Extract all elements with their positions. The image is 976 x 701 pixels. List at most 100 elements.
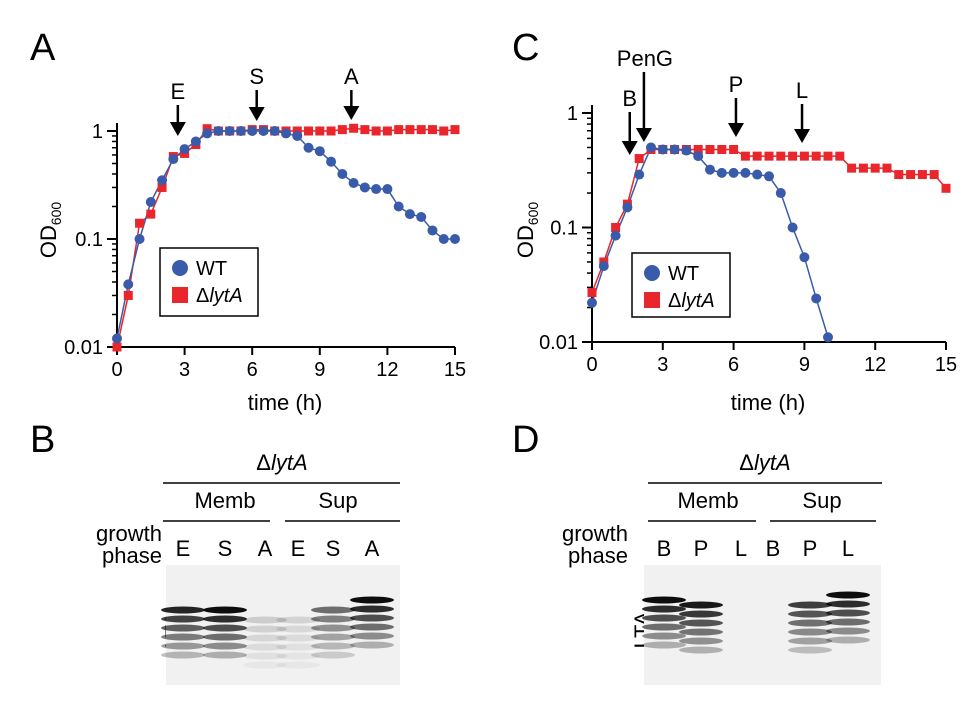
data-point-wt: [371, 184, 382, 195]
data-point-lyta: [835, 151, 845, 161]
x-tick-label: 15: [935, 354, 957, 376]
blot-d-band: [642, 632, 686, 640]
data-point-wt: [382, 184, 393, 195]
x-tick-label: 6: [247, 359, 258, 381]
annotation-arrow-head: [343, 106, 360, 120]
data-point-wt: [823, 332, 833, 343]
blot-b-band: [161, 606, 205, 614]
data-point-wt: [326, 156, 337, 167]
data-point-lyta: [611, 223, 621, 232]
x-tick-label: 12: [376, 359, 398, 381]
blot-b-band: [243, 661, 287, 669]
data-point-lyta: [146, 209, 156, 219]
data-point-wt: [811, 293, 822, 304]
legend-entry: ΔlytA: [668, 290, 715, 312]
data-point-lyta: [906, 170, 916, 180]
annotation-label: E: [170, 79, 185, 104]
chart-c: time (h) OD600 0 3 6 9 12 15 0.01 0.1 1 B PenG P L WT…: [513, 46, 957, 415]
blot-d-band: [679, 610, 723, 618]
data-point-wt: [775, 188, 786, 199]
blot-b-band: [161, 633, 205, 641]
blot-d-lane-label: P: [803, 536, 818, 561]
annotation-arrow-head: [727, 123, 744, 137]
blot-b-band: [243, 652, 287, 660]
blot-b-band: [243, 643, 287, 651]
data-point-wt: [145, 197, 156, 208]
data-point-lyta: [776, 151, 786, 161]
data-point-wt: [693, 151, 704, 162]
blot-b-band: [203, 606, 247, 614]
blot-b-band: [161, 615, 205, 623]
data-point-wt: [416, 211, 427, 222]
data-point-lyta: [847, 163, 857, 173]
x-axis-title-a: time (h): [248, 390, 323, 415]
y-axis-title-a: OD600: [36, 202, 64, 259]
blot-d-lane-label: B: [766, 536, 781, 561]
blot-b-row-label-1: growth: [96, 521, 162, 546]
blot-b-band: [276, 661, 320, 669]
x-tick-label: 0: [111, 359, 122, 381]
data-point-lyta: [337, 125, 347, 135]
x-tick-label: 3: [657, 354, 668, 376]
data-point-lyta: [371, 126, 381, 136]
blot-b-band: [276, 634, 320, 642]
data-point-lyta: [427, 125, 437, 135]
data-point-lyta: [112, 342, 122, 352]
blot-d-band: [679, 646, 723, 654]
blot-b-lane-label: E: [291, 536, 306, 561]
blot-d-lane-label: L: [735, 536, 747, 561]
y-tick-label: 0.1: [75, 229, 103, 251]
y-axis-title-c-main: OD: [513, 225, 538, 258]
legend-entry-gene: lytA: [681, 290, 714, 312]
data-point-lyta: [858, 163, 868, 173]
data-point-lyta: [450, 125, 460, 135]
blot-b-group-memb: Memb: [194, 488, 255, 513]
y-tick-label: 0.01: [539, 332, 578, 354]
data-point-lyta: [811, 151, 821, 161]
data-point-wt: [752, 169, 763, 180]
data-point-wt: [716, 167, 727, 178]
panel-label-c: C: [512, 27, 539, 69]
data-point-lyta: [705, 144, 715, 154]
legend-entry-gene: lytA: [209, 285, 242, 307]
blot-d-band: [642, 623, 686, 631]
data-point-wt: [610, 230, 621, 241]
data-point-wt: [427, 225, 438, 236]
legend-entry: WT: [196, 258, 227, 280]
blot-d-lane-label: L: [842, 536, 854, 561]
blot-b-band: [203, 615, 247, 623]
data-point-wt: [764, 171, 774, 182]
blot-d-lane-label: B: [657, 536, 672, 561]
blot-b-band: [243, 634, 287, 642]
blot-b-band: [161, 642, 205, 650]
data-point-lyta: [123, 290, 133, 300]
x-tick-label: 3: [179, 359, 190, 381]
y-axis-title-c-sub: 600: [525, 202, 541, 226]
legend-entry: ΔlytA: [196, 285, 243, 307]
y-tick-label: 0.01: [64, 337, 103, 359]
blot-b-lane-label: E: [176, 536, 191, 561]
annotation-arrow-head: [635, 128, 652, 142]
data-point-wt: [281, 128, 291, 139]
blot-d-band: [642, 641, 686, 649]
data-point-lyta: [157, 182, 167, 192]
data-point-lyta: [405, 125, 415, 135]
blot-d-row-label-1: growth: [562, 521, 628, 546]
blot-d-row-label-2: phase: [568, 543, 628, 568]
legend-marker-lyta: [644, 292, 660, 308]
data-point-wt: [728, 167, 739, 178]
x-tick-label: 0: [586, 354, 597, 376]
blot-d-band: [826, 591, 870, 599]
data-point-wt: [359, 182, 370, 193]
x-tick-label: 12: [864, 354, 886, 376]
blot-d-band: [679, 628, 723, 636]
data-point-lyta: [439, 126, 449, 136]
data-point-lyta: [929, 170, 939, 180]
blot-d-band: [826, 636, 870, 644]
y-tick-label: 1: [92, 121, 103, 143]
data-point-wt: [314, 146, 325, 157]
x-axis-title-c: time (h): [731, 390, 806, 415]
blot-b-lane-label: S: [218, 536, 233, 561]
data-point-wt: [258, 126, 269, 136]
